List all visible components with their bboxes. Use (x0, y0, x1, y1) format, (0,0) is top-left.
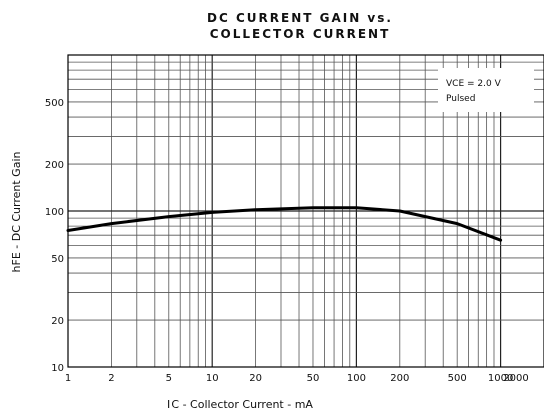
chart-title: DC CURRENT GAIN vs. (207, 11, 393, 25)
y-tick-label: 500 (45, 98, 64, 109)
x-tick-label: 200 (390, 373, 409, 384)
x-tick-label: 2 (108, 373, 114, 384)
y-tick-label: 20 (51, 316, 64, 327)
x-tick-label: 1 (65, 373, 71, 384)
chart-subtitle: COLLECTOR CURRENT (210, 27, 391, 41)
y-tick-label: 100 (45, 207, 64, 218)
x-tick-label: 50 (307, 373, 320, 384)
x-tick-label: 20 (249, 373, 262, 384)
y-tick-label: 50 (51, 254, 64, 265)
x-axis-label: I C - Collector Current - mA (167, 398, 313, 411)
x-tick-label: 100 (347, 373, 366, 384)
series-line (66, 206, 503, 242)
x-tick-label: 500 (448, 373, 467, 384)
annotation-line-1: VCE = 2.0 V (446, 79, 502, 89)
y-tick-labels: 10 20 50 100 200 500 (45, 98, 64, 374)
x-tick-label: 10 (206, 373, 219, 384)
x-tick-label: 5 (166, 373, 172, 384)
y-tick-label: 10 (51, 363, 64, 374)
x-tick-label: 1000 (488, 373, 513, 384)
series-group (66, 206, 503, 242)
y-axis-label: hFE - DC Current Gain (10, 151, 23, 272)
grid-lines (68, 55, 544, 367)
annotation-line-2: Pulsed (446, 94, 475, 104)
annotation-box: VCE = 2.0 V Pulsed (438, 68, 534, 112)
y-tick-label: 200 (45, 160, 64, 171)
x-tick-label: 2000 (503, 373, 528, 384)
plot-frame (67, 54, 544, 368)
